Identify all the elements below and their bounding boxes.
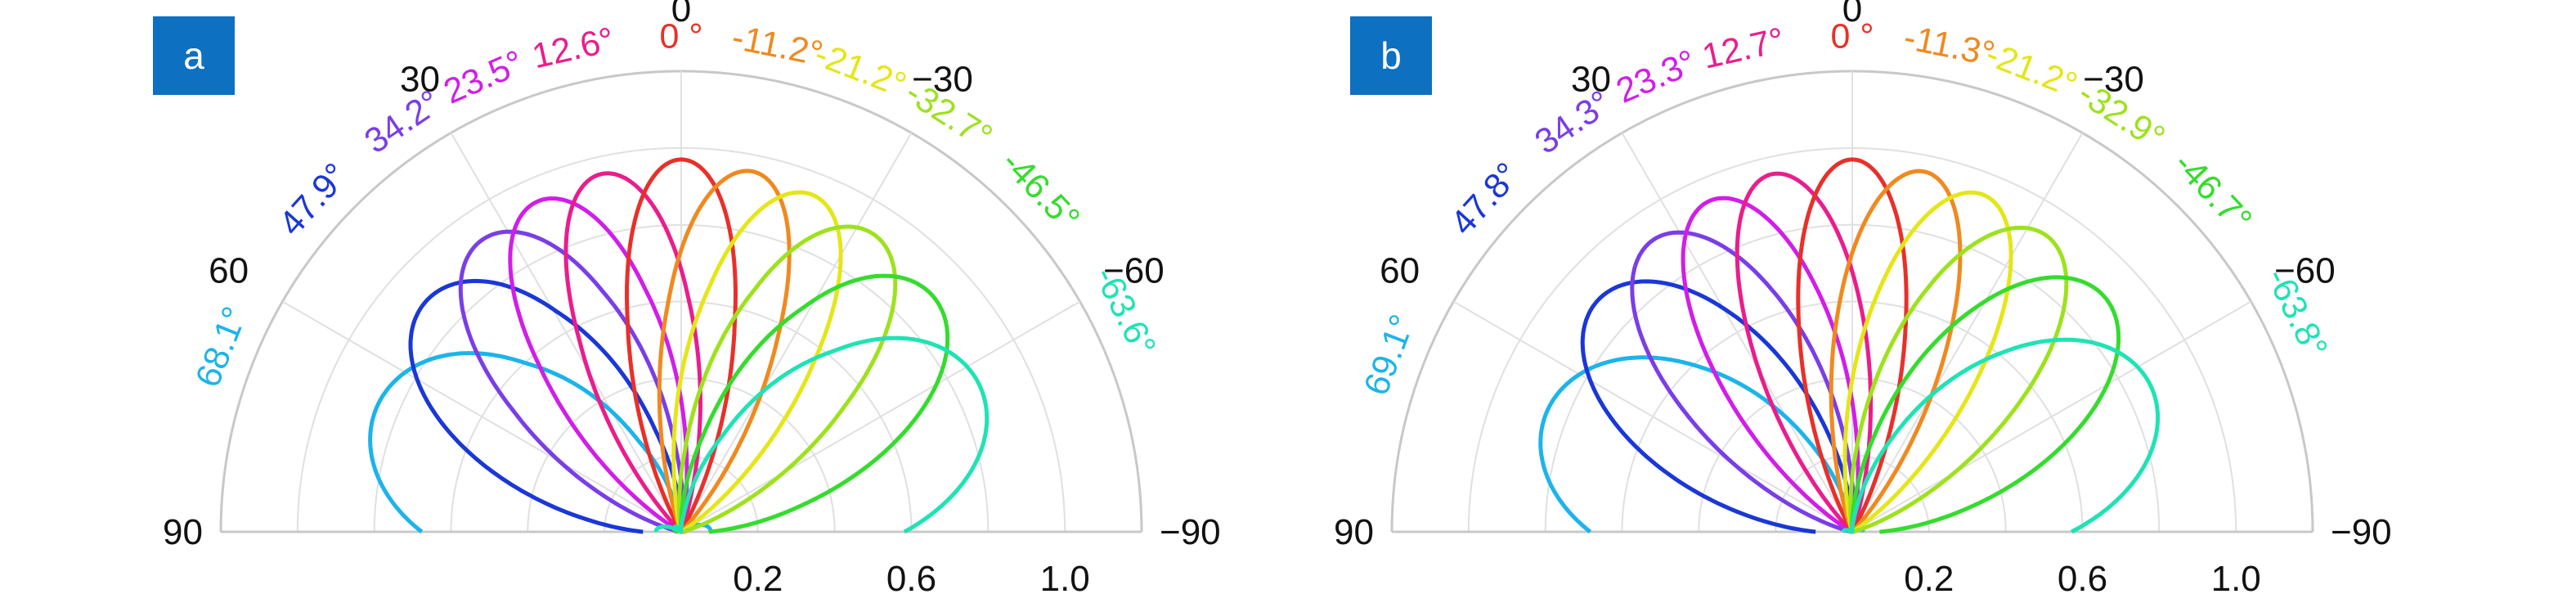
angle-tick-label: 60 — [209, 251, 249, 291]
angle-tick-label: 60 — [1380, 251, 1420, 291]
angle-tick-label: −60 — [2274, 251, 2336, 291]
beam-angle-label: 12.6° — [528, 20, 617, 76]
beam-curve — [1841, 337, 2161, 534]
radial-tick-label: 0.2 — [733, 559, 783, 599]
beam-angle-label: 0 ° — [659, 16, 702, 56]
grid-spoke — [680, 132, 913, 533]
grid-spoke — [1851, 300, 2252, 533]
beam-angle-label: -46.5° — [994, 143, 1087, 239]
radial-tick-label: 1.0 — [1040, 559, 1090, 599]
angle-tick-label: 90 — [1334, 512, 1374, 552]
angle-tick-label: 30 — [400, 60, 440, 100]
grid-spoke — [680, 300, 1081, 533]
panel-label-a: a — [153, 16, 235, 95]
angle-tick-label: 90 — [163, 512, 203, 552]
beam-angle-label: 47.8° — [1443, 155, 1528, 243]
angle-tick-label: −90 — [1160, 512, 1221, 552]
angle-tick-label: 0 — [1842, 0, 1862, 29]
beam-curve — [671, 273, 950, 534]
beam-angle-label: 69.1° — [1357, 309, 1423, 400]
grid-spoke — [1452, 300, 1853, 533]
grid-spoke — [1851, 132, 2084, 533]
grid-spoke — [1621, 132, 1853, 533]
beam-curve — [1580, 279, 1857, 534]
angle-tick-label: −60 — [1103, 251, 1165, 291]
radial-tick-label: 0.2 — [1904, 559, 1954, 599]
polar-grid — [219, 70, 1143, 533]
beam-labels: 69.1°47.8°34.3°23.3°12.7° 0 ° -11.3°-21.2°… — [1357, 16, 2336, 400]
radial-tick-label: 0.6 — [886, 559, 936, 599]
radial-tick-label: 0.6 — [2058, 559, 2107, 599]
beam-curve — [1847, 275, 2121, 534]
polar-panel-a: 0 30 −30 60 −60 90 −90 0.2 0.6 1.0 68.1° 47.9° 34.2°… — [153, 0, 1221, 599]
beam-angle-label: 68.1° — [188, 301, 255, 393]
grid-spoke — [281, 300, 682, 533]
angle-tick-label: 30 — [1571, 60, 1611, 100]
grid-spoke — [450, 132, 682, 533]
panel-label-b: b — [1350, 16, 1432, 95]
angle-tick-label: −30 — [2083, 60, 2144, 100]
beam-angle-label: -46.7° — [2166, 144, 2260, 240]
angle-tick-label: −30 — [912, 60, 973, 100]
beam-curve — [408, 278, 691, 534]
beam-curves — [368, 157, 990, 534]
angle-tick-label: 0 — [671, 0, 691, 29]
polar-panel-b: 0 30 −30 60 −60 90 −90 0.2 0.6 1.0 69.1° 47.8° 34.3°… — [1288, 0, 2576, 612]
beam-curves — [1538, 157, 2161, 534]
radial-tick-label: 1.0 — [2211, 559, 2261, 599]
beam-curve — [674, 224, 898, 534]
beam-curve — [653, 335, 990, 534]
beam-angle-label: 47.9° — [272, 155, 356, 243]
beam-angle-label: 12.7° — [1699, 20, 1788, 77]
beam-angle-label: 0 ° — [1830, 16, 1874, 56]
angle-tick-label: −90 — [2331, 512, 2392, 552]
beam-labels: 68.1°47.9°34.2°23.5° 12.6° 0 ° -11.2°-21.2°… — [188, 16, 1164, 393]
